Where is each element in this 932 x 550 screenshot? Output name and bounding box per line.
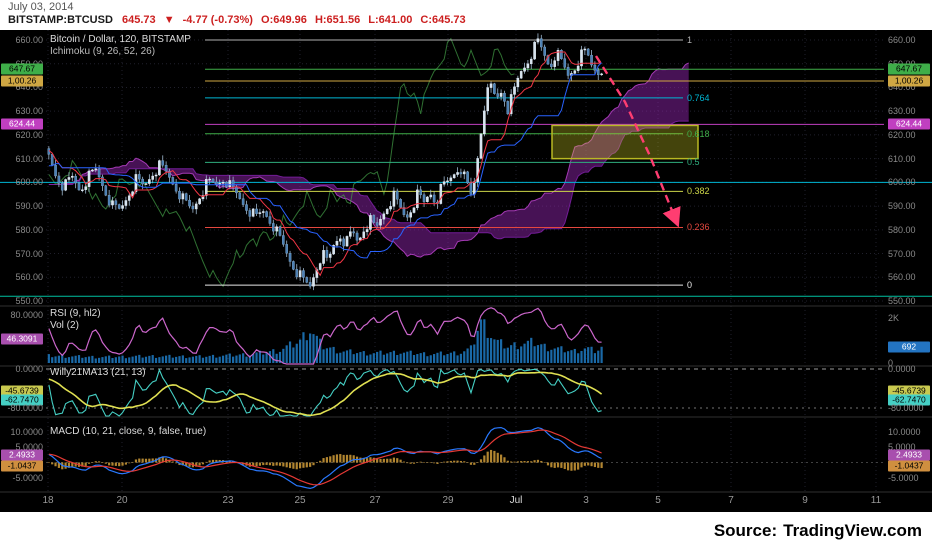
source-credit: Source: TradingView.com bbox=[0, 512, 932, 550]
ichimoku-study-label[interactable]: Ichimoku (9, 26, 52, 26) bbox=[50, 46, 156, 57]
open-value: O:649.96 bbox=[261, 14, 307, 26]
tradingview-link[interactable]: TradingView.com bbox=[783, 521, 922, 540]
willy-study-label[interactable]: Willy21MA13 (21, 13) bbox=[50, 367, 146, 378]
low-value: L:641.00 bbox=[368, 14, 413, 26]
source-label: Source: bbox=[713, 521, 778, 540]
symbol-label: BITSTAMP:BTCUSD bbox=[8, 14, 113, 26]
chart-area[interactable]: 660.00 660.00 650.00 650.00 640.00 640.00 630.… bbox=[0, 30, 932, 512]
chart-canvas[interactable] bbox=[0, 30, 932, 512]
volume-study-label[interactable]: Vol (2) bbox=[50, 320, 79, 331]
high-value: H:651.56 bbox=[314, 14, 361, 26]
down-arrow-icon: ▼ bbox=[163, 14, 175, 26]
quote-line: BITSTAMP:BTCUSD 645.73 ▼ -4.77 (-0.73%) … bbox=[8, 14, 471, 26]
quote-header: July 03, 2014 BITSTAMP:BTCUSD 645.73 ▼ -… bbox=[0, 0, 932, 30]
price-change: -4.77 (-0.73%) bbox=[182, 14, 253, 26]
last-price: 645.73 bbox=[121, 14, 156, 26]
close-value: C:645.73 bbox=[420, 14, 466, 26]
rsi-study-label[interactable]: RSI (9, hl2) bbox=[50, 308, 101, 319]
date-label: July 03, 2014 bbox=[8, 1, 74, 13]
macd-study-label[interactable]: MACD (10, 21, close, 9, false, true) bbox=[50, 426, 207, 437]
chart-title[interactable]: Bitcoin / Dollar, 120, BITSTAMP bbox=[50, 34, 191, 45]
